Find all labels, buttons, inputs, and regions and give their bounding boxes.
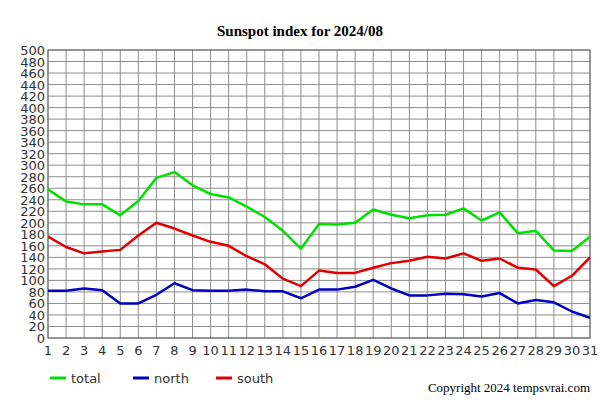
x-tick-label: 4 [98,343,106,358]
grid [48,50,590,338]
series-line [48,223,590,286]
x-grid-line [571,50,572,338]
x-grid-line [174,50,175,338]
series-lines [48,172,590,318]
x-tick-label: 9 [188,343,196,358]
x-grid-line [192,50,193,338]
x-tick-label: 23 [437,343,454,358]
x-tick-label: 11 [220,343,237,358]
x-grid-line [84,50,85,338]
legend-label: south [237,371,273,386]
y-tick-label: 500 [20,43,45,58]
x-tick-label: 26 [491,343,508,358]
x-grid-line [300,50,301,338]
series-line [48,172,590,251]
legend: total north south [50,371,273,386]
x-tick-label: 20 [383,343,400,358]
x-grid-line [373,50,374,338]
x-tick-label: 10 [202,343,219,358]
background [0,0,600,400]
x-tick-label: 28 [528,343,545,358]
x-tick-label: 12 [238,343,255,358]
x-grid-line [355,50,356,338]
legend-swatch [50,377,66,380]
chart: Sunspot index for 2024/08020406080100120… [0,0,600,400]
x-tick-label: 31 [582,343,599,358]
x-tick-label: 15 [293,343,310,358]
x-tick-label: 19 [365,343,382,358]
x-tick-label: 6 [134,343,142,358]
x-grid-line [481,50,482,338]
legend-label: total [71,371,101,386]
x-tick-label: 13 [257,343,274,358]
x-grid-line [337,50,338,338]
x-tick-label: 24 [455,343,472,358]
x-grid-line [282,50,283,338]
series-line [48,280,590,318]
x-tick-label: 21 [401,343,418,358]
x-tick-label: 30 [564,343,581,358]
legend-swatch [216,377,232,380]
x-tick-label: 3 [80,343,88,358]
x-tick-label: 27 [509,343,526,358]
plot-frame [48,50,590,338]
copyright: Copyright 2024 tempsvrai.com [428,380,590,395]
x-tick-label: 16 [311,343,328,358]
x-grid-line [517,50,518,338]
x-tick-label: 8 [170,343,178,358]
x-grid-line [228,50,229,338]
x-grid-line [138,50,139,338]
x-tick-label: 22 [419,343,436,358]
x-grid-line [391,50,392,338]
x-grid-line [120,50,121,338]
x-grid-line [499,50,500,338]
title: Sunspot index for 2024/08 [217,23,383,39]
x-grid-line [319,50,320,338]
x-grid-line [102,50,103,338]
x-grid-line [66,50,67,338]
x-grid-line [246,50,247,338]
x-tick-label: 18 [347,343,364,358]
x-tick-label: 7 [152,343,160,358]
x-grid-line [553,50,554,338]
legend-swatch [133,377,149,380]
x-tick-label: 25 [473,343,490,358]
x-tick-label: 29 [546,343,563,358]
x-tick-label: 14 [275,343,292,358]
x-grid-line [264,50,265,338]
x-tick-label: 2 [62,343,70,358]
x-tick-label: 1 [44,343,52,358]
x-grid-line [535,50,536,338]
x-tick-label: 17 [329,343,346,358]
x-tick-label: 5 [116,343,124,358]
legend-label: north [154,371,189,386]
